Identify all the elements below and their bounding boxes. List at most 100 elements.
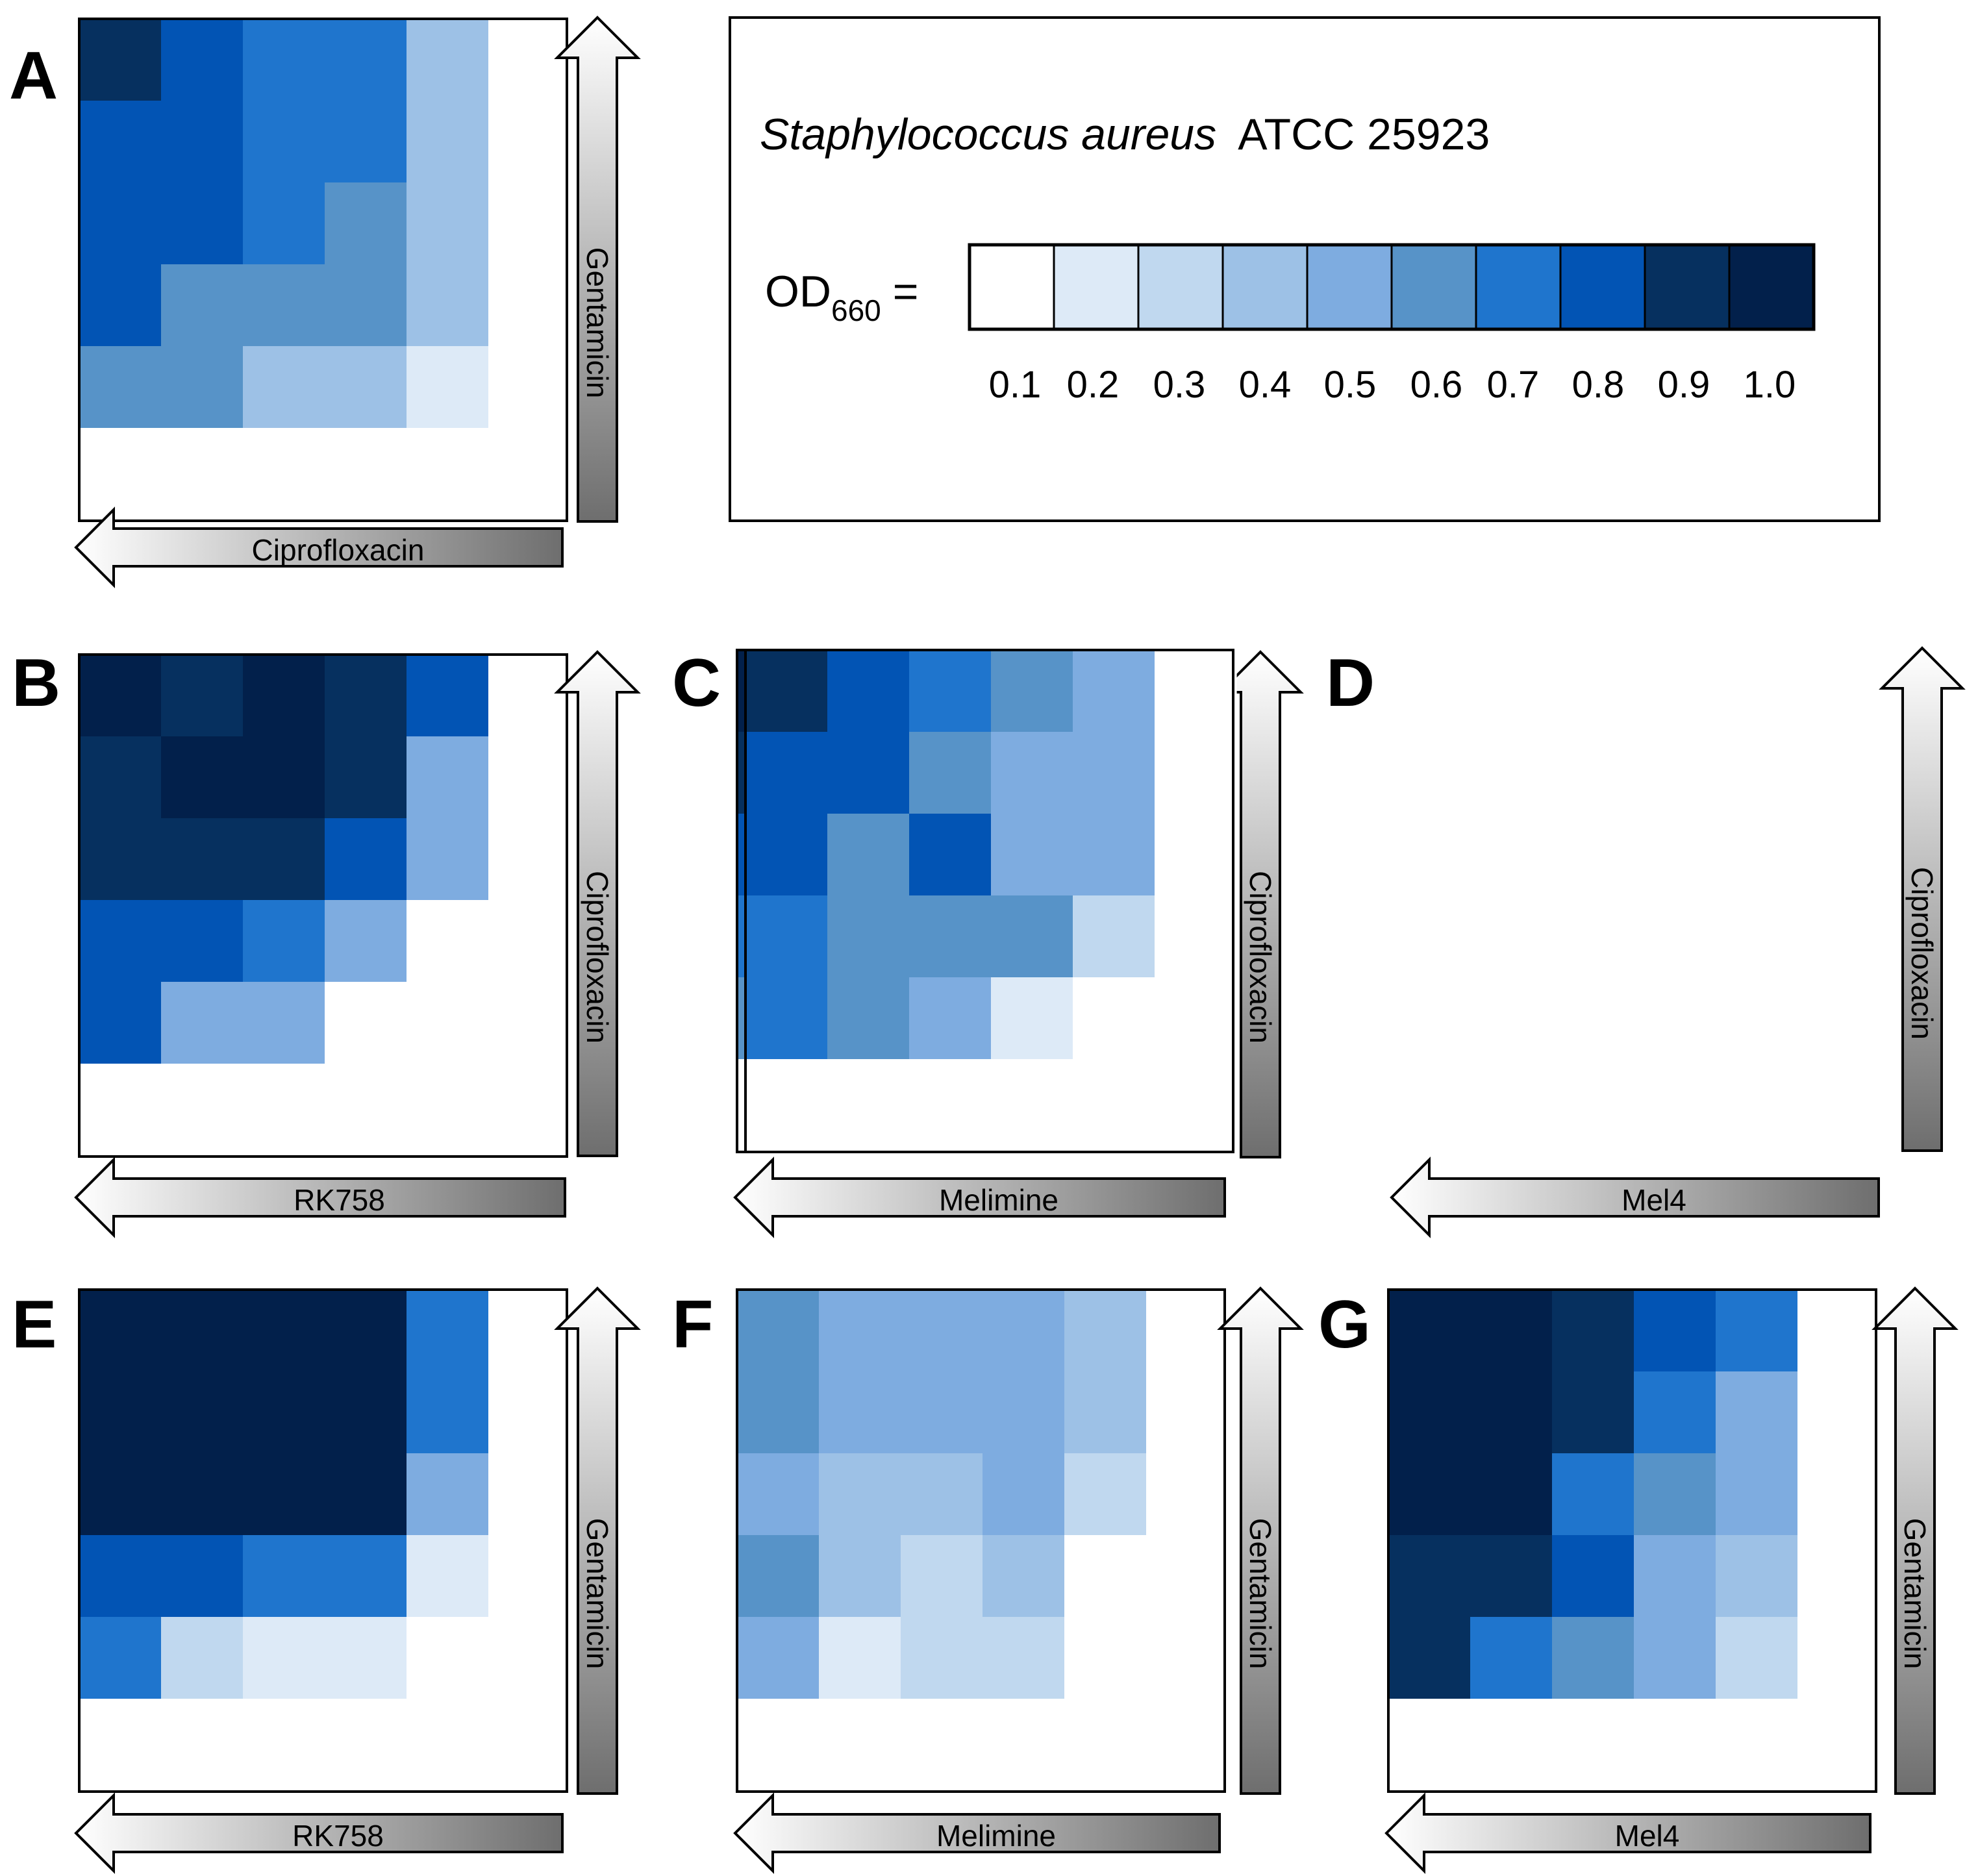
heatmap-cell [1146,1371,1229,1454]
heatmap-cell [488,982,571,1064]
heatmap-cell [1797,1535,1880,1618]
x-axis-label: Melimine [939,1183,1058,1217]
heatmap-cell [983,1699,1065,1781]
heatmap-cell [79,900,162,982]
heatmap-cell [991,895,1073,978]
heatmap-cell [909,977,992,1060]
scale-swatch [1475,244,1562,331]
heatmap-cell [161,346,244,429]
heatmap-cell [325,264,407,347]
scale-swatch [1559,244,1646,331]
y-axis-arrow [1217,1286,1304,1795]
y-axis-label: Ciprofloxacin [1244,871,1277,1044]
heatmap-cell [827,895,910,978]
heatmap-cell [1470,1699,1553,1781]
heatmap-cell [901,1371,983,1454]
heatmap-cell [243,1290,325,1372]
heatmap-frame [1387,1288,1877,1793]
heatmap-cell [1146,1617,1229,1699]
scale-swatch [968,244,1055,331]
heatmap-cell [488,900,571,982]
y-axis-arrow [554,650,641,1157]
heatmap-cell [827,732,910,814]
heatmap-cell [407,1699,489,1781]
heatmap-cell [1388,1617,1471,1699]
heatmap-cell [901,1453,983,1536]
heatmap-cell [1552,1371,1634,1454]
heatmap-cell [161,736,244,819]
heatmap-cell [1155,732,1237,814]
heatmap-cell [983,1617,1065,1699]
panel-letter: D [1326,645,1375,721]
heatmap-cell [1388,1290,1471,1372]
heatmap-cell [1470,1290,1553,1372]
heatmap-cell [1470,1453,1553,1536]
heatmap-cell [991,1059,1073,1142]
heatmap-cell [79,346,162,429]
heatmap-panels: A Ciprofloxacin Gentamicin B RK758 Ciprofloxa… [9,16,1966,1874]
od-text: OD [765,267,831,316]
y-axis-arrow [1879,646,1966,1152]
heatmap-cell [161,1453,244,1536]
heatmap-cell [161,982,244,1064]
heatmap-cell [909,814,992,896]
heatmap-cell [1716,1453,1798,1536]
heatmap-cell [325,1617,407,1699]
panel-b: B RK758 Ciprofloxacin [12,645,641,1238]
heatmap-cell [1552,1617,1634,1699]
x-axis-arrow [733,1792,1221,1874]
heatmap-cell [1634,1617,1716,1699]
heatmap-cell [1716,1290,1798,1372]
heatmap-cell [819,1535,901,1618]
scale-tick-label: 1.0 [1744,364,1796,406]
heatmap-cell [243,655,325,737]
x-axis-arrow [733,1157,1226,1238]
x-axis-label: Melimine [936,1819,1056,1853]
heatmap-cell [745,977,828,1060]
heatmap-cell [243,101,325,183]
heatmap-cell [1552,1453,1634,1536]
heatmap-cell [1797,1699,1880,1781]
x-axis-label: Ciprofloxacin [252,533,425,567]
heatmap-cell [407,264,489,347]
panel-f: F Melimine Gentamicin [672,1286,1304,1874]
y-axis-label: Gentamicin [581,1518,614,1670]
heatmap-cell [407,900,489,982]
heatmap-cell [909,895,992,978]
heatmap-cell [325,182,407,265]
heatmap-cell [1634,1535,1716,1618]
heatmap-cell [909,1059,992,1142]
heatmap-cell [161,428,244,510]
legend: Staphylococcus aureus ATCC 25923 OD660 = … [729,16,1881,522]
heatmap-cell [161,101,244,183]
scale-border [968,243,1816,331]
heatmap-cell [488,655,571,737]
heatmap-cell [1634,1371,1716,1454]
heatmap-cell [1064,1617,1147,1699]
y-axis-label: Gentamicin [581,247,614,399]
scale-tick-label: 0.8 [1572,364,1625,406]
heatmap-cell [1073,895,1155,978]
heatmap-cell [1064,1290,1147,1372]
x-axis-arrow [74,1792,564,1874]
heatmap-cell [79,19,162,101]
panel-g: G Mel4 Gentamicin [1318,1286,1959,1874]
scale-tick-label: 0.5 [1324,364,1377,406]
heatmap-cell [325,982,407,1064]
heatmap-cell [243,818,325,901]
scale-tick-label: 0.7 [1487,364,1540,406]
heatmap-cell [1146,1535,1229,1618]
heatmap-cell [407,19,489,101]
heatmap-cell [325,101,407,183]
heatmap-cell [488,264,571,347]
heatmap-cell [79,264,162,347]
heatmap-cell [79,1453,162,1536]
heatmap-cell [1155,895,1237,978]
heatmap-cell [488,428,571,510]
heatmap-cell [1470,1617,1553,1699]
heatmap-cell [488,1371,571,1454]
heatmap-cell [737,1617,820,1699]
heatmap-cell [488,736,571,819]
heatmap-cell [909,732,992,814]
heatmap-cell [737,1290,820,1372]
